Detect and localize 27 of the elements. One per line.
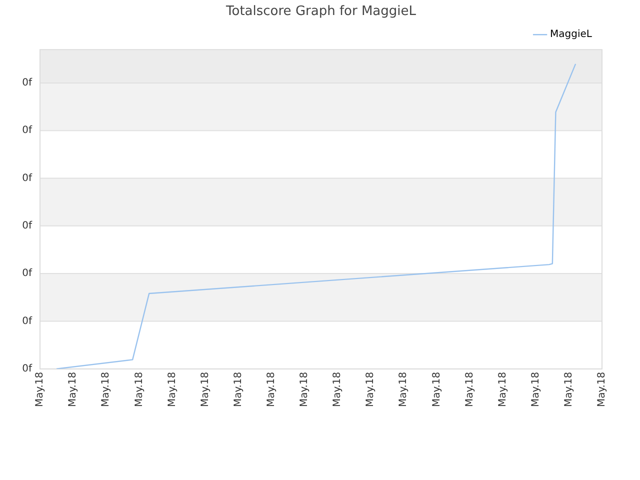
x-tick-label: May.18 [299, 372, 310, 408]
x-tick-label: May.18 [34, 372, 46, 408]
x-tick-label: May.18 [530, 372, 542, 408]
text: 0f [22, 172, 32, 184]
x-tick-label: May.18 [232, 372, 244, 408]
x-tick-label: May.18 [134, 372, 145, 408]
text: 0f [22, 220, 32, 232]
text: 0f [22, 268, 32, 280]
x-tick-label: May.18 [564, 372, 575, 408]
chart-title: Totalscore Graph for MaggieL [225, 4, 417, 20]
x-tick-label: May.18 [596, 372, 608, 408]
x-tick-label: May.18 [365, 372, 376, 408]
text: 0f [22, 125, 32, 136]
x-tick-label: May.18 [464, 372, 476, 408]
x-tick-label: May.18 [332, 372, 344, 408]
legend-label: MaggieL [550, 29, 592, 40]
x-tick-label: May.18 [266, 372, 278, 408]
x-tick-label: May.18 [200, 372, 211, 408]
x-tick-label: May.18 [166, 372, 178, 408]
x-tick-label: May.18 [431, 372, 442, 408]
text: 0f [22, 363, 32, 374]
x-tick-label: May.18 [100, 372, 112, 408]
x-tick-label: May.18 [497, 372, 508, 408]
x-tick-label: May.18 [398, 372, 410, 408]
text: 0f [22, 78, 32, 89]
text: 0f [22, 316, 32, 327]
x-tick-label: May.18 [68, 372, 79, 408]
